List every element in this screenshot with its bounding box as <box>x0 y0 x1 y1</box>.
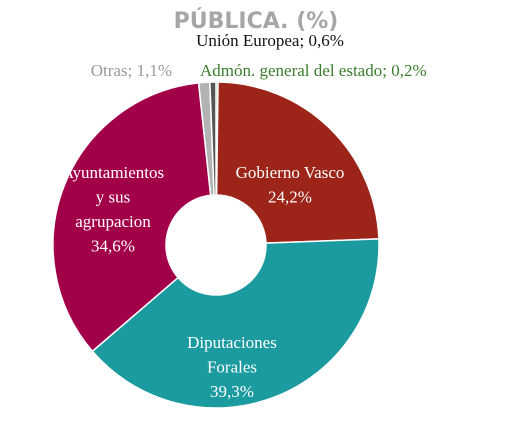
slice-label: Otras; 1,1% <box>91 61 172 80</box>
category-name: Admón. general del estado <box>200 61 382 80</box>
slice <box>52 82 212 353</box>
slice-label: Diputaciones Forales <box>187 333 277 377</box>
slice <box>91 238 380 409</box>
category-name: Otras <box>91 61 128 80</box>
value-label: 34,6% <box>91 237 135 256</box>
separator: ; <box>299 31 308 50</box>
value-label: 24,2% <box>268 188 312 207</box>
category-name: Unión Europea <box>196 31 300 50</box>
slice <box>209 81 217 196</box>
chart-title: PÚBLICA. (%) <box>174 8 339 34</box>
value-label: 0,6% <box>308 31 343 50</box>
slice-label: Ayuntamientos y sus agrupacion <box>62 163 164 231</box>
value-label: 0,2% <box>391 61 426 80</box>
slice-label: Admón. general del estado; 0,2% <box>200 61 427 80</box>
slice <box>215 81 380 244</box>
slice-label: Unión Europea; 0,6% <box>196 31 344 50</box>
separator: ; <box>128 61 137 80</box>
value-label: 39,3% <box>210 382 254 401</box>
value-label: 1,1% <box>137 61 172 80</box>
separator: ; <box>382 61 391 80</box>
slice-label: Gobierno Vasco <box>236 163 345 182</box>
